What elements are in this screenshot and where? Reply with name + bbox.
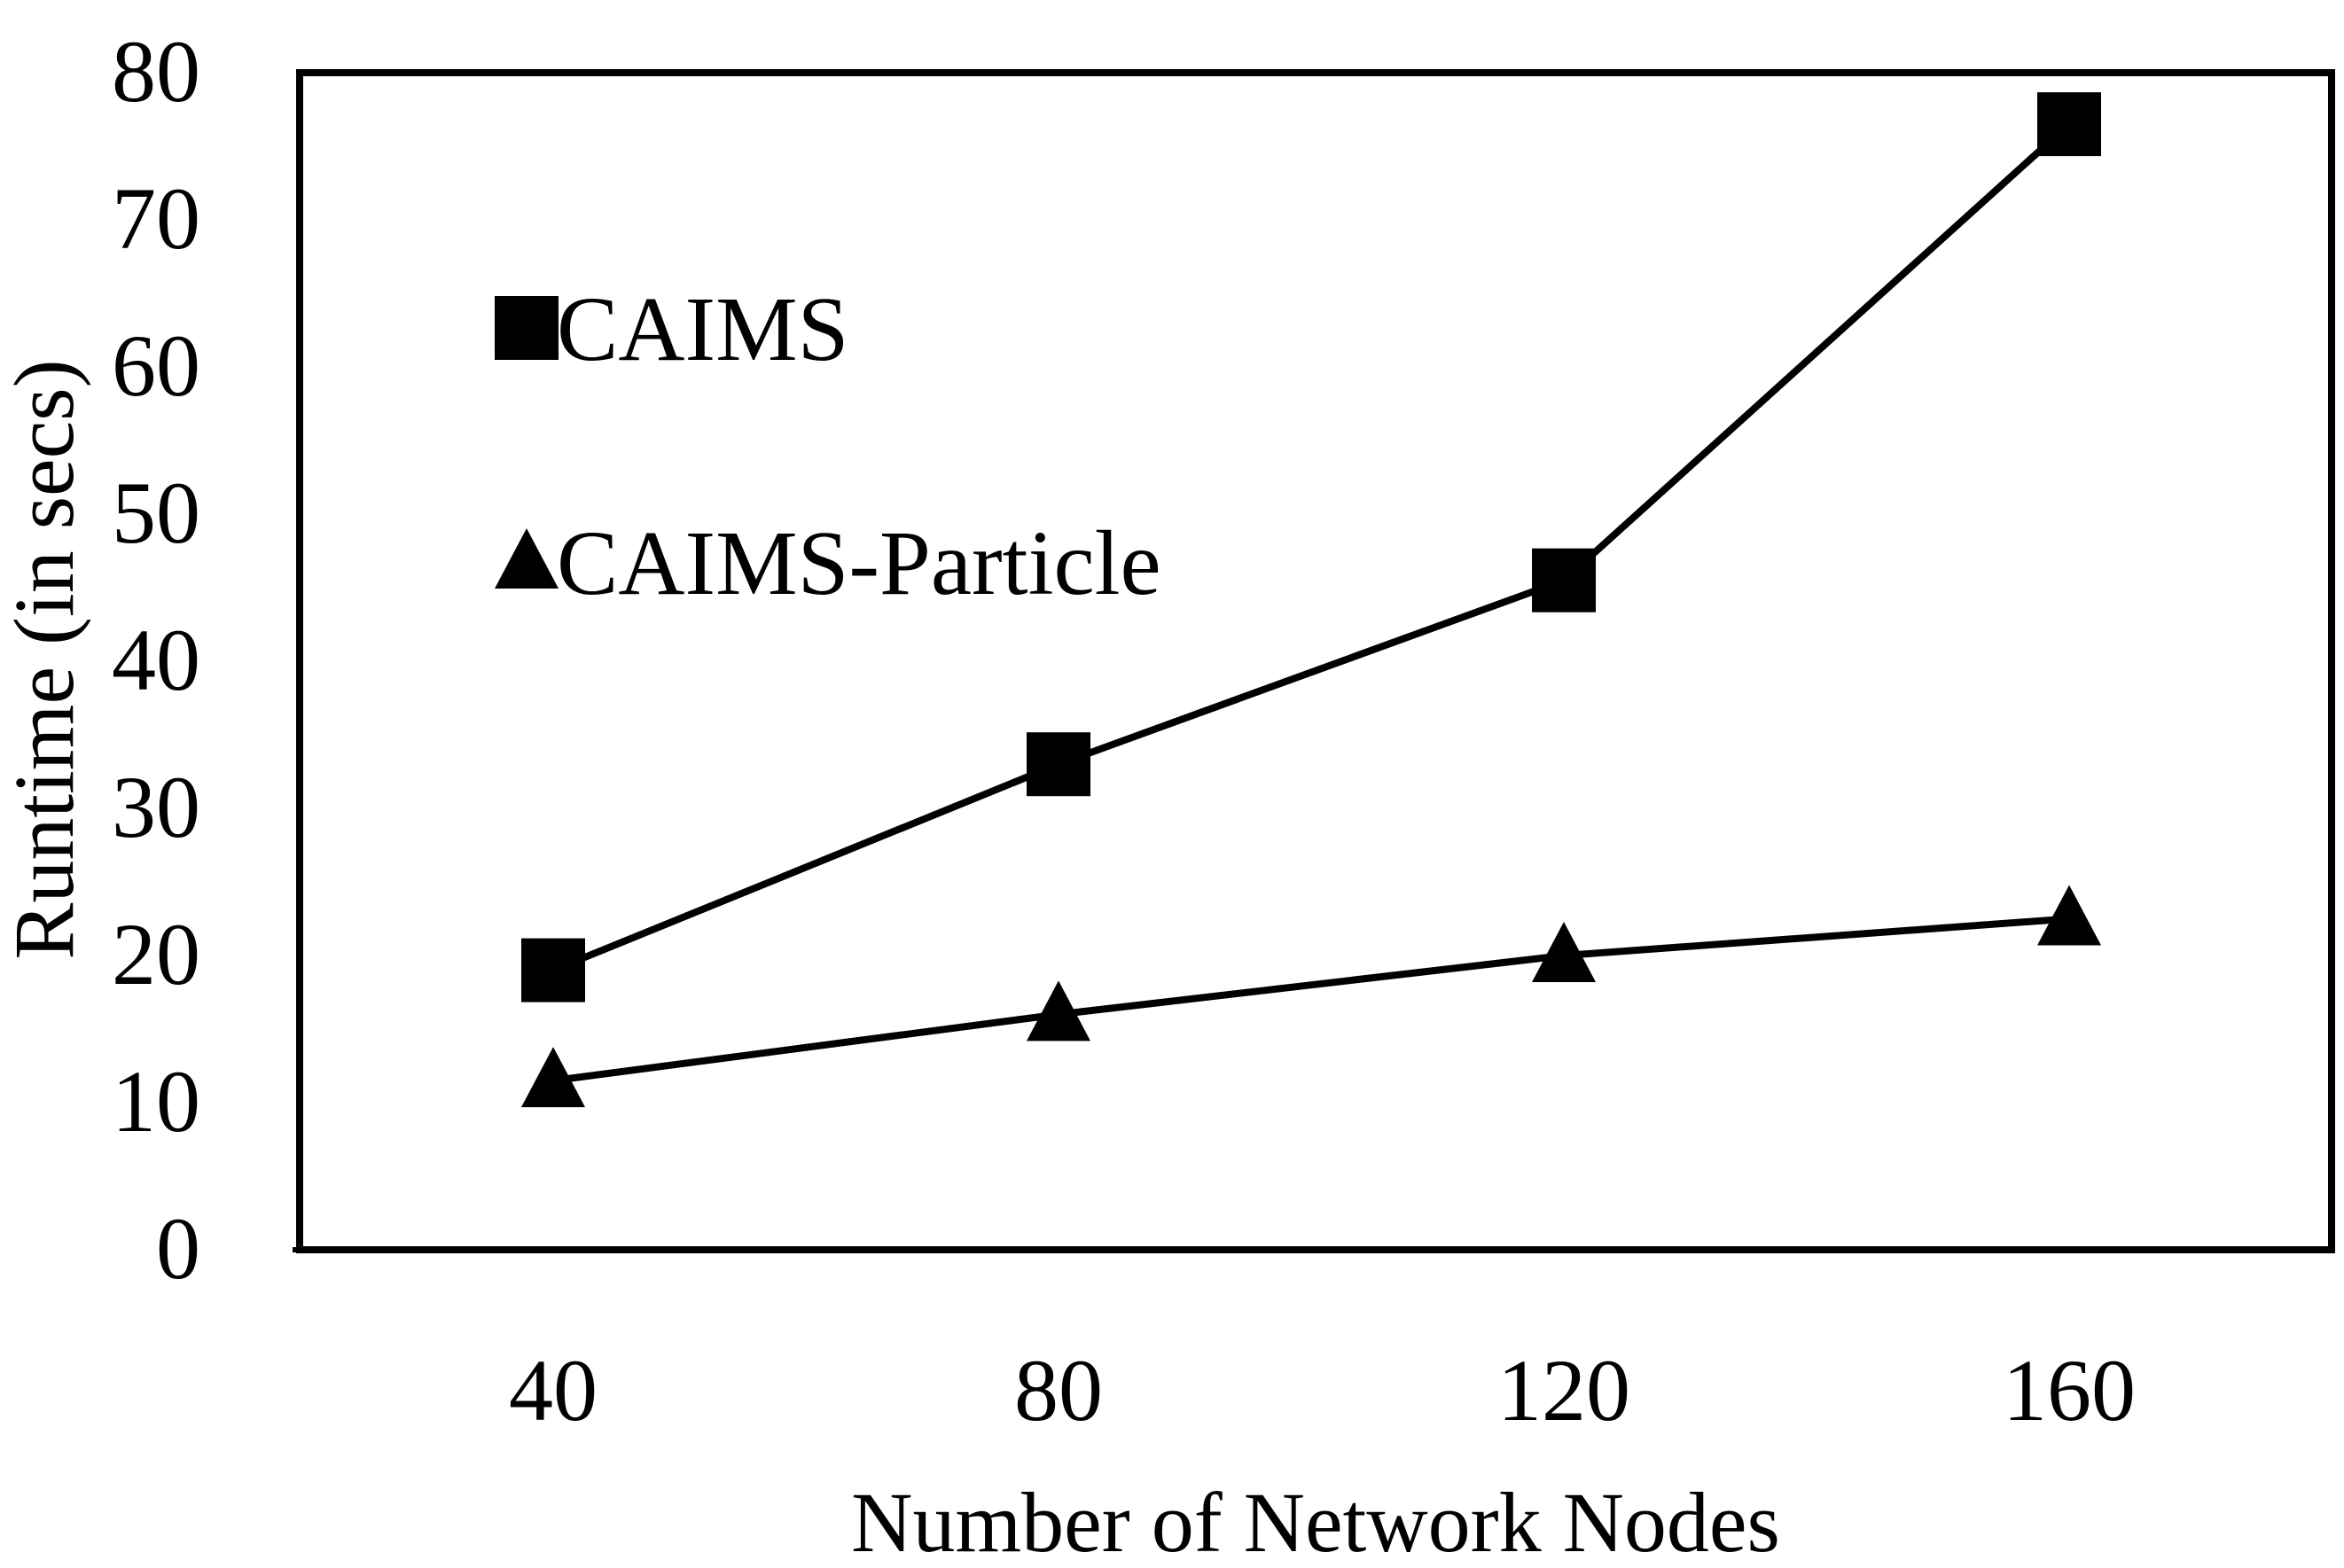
legend-label-caims: CAIMS — [557, 278, 848, 380]
triangle-marker-160 — [2037, 885, 2101, 946]
y-tick-label-50: 50 — [112, 464, 200, 562]
series-lines — [551, 121, 2072, 1085]
square-marker-120 — [1532, 548, 1596, 612]
y-tick-label-70: 70 — [112, 169, 200, 268]
legend-marker-caims — [495, 296, 559, 360]
y-tick-label-60: 60 — [112, 316, 200, 415]
x-axis-tick-labels: 40 80 120 160 — [509, 1341, 2136, 1439]
triangle-marker-120 — [1532, 922, 1596, 982]
y-tick-label-0: 0 — [156, 1199, 200, 1298]
legend-marker-caims-particle — [495, 528, 559, 589]
y-axis-label: Runtime (in secs) — [0, 359, 91, 959]
series-markers — [521, 92, 2101, 1108]
x-axis-label: Number of Network Nodes — [851, 1475, 1780, 1564]
x-tick-label-120: 120 — [1497, 1341, 1630, 1439]
legend-label-caims-particle: CAIMS-Particle — [557, 512, 1161, 614]
y-tick-label-80: 80 — [112, 22, 200, 121]
x-tick-label-80: 80 — [1014, 1341, 1103, 1439]
triangle-marker-80 — [1027, 980, 1090, 1041]
square-marker-40 — [521, 938, 585, 1002]
y-tick-label-40: 40 — [112, 611, 200, 709]
square-marker-80 — [1027, 732, 1090, 797]
x-tick-label-40: 40 — [509, 1341, 598, 1439]
triangle-marker-40 — [521, 1047, 585, 1108]
y-tick-label-20: 20 — [112, 905, 200, 1003]
series-line-caims-particle — [552, 915, 2070, 1085]
y-tick-label-30: 30 — [112, 758, 200, 856]
y-axis-tick-labels: 0 10 20 30 40 50 60 70 80 — [112, 22, 200, 1298]
y-tick-label-10: 10 — [112, 1052, 200, 1151]
series-line-caims — [551, 121, 2072, 974]
x-tick-label-160: 160 — [2003, 1341, 2136, 1439]
square-marker-160 — [2037, 92, 2101, 157]
legend: CAIMS CAIMS-Particle — [495, 278, 1161, 614]
